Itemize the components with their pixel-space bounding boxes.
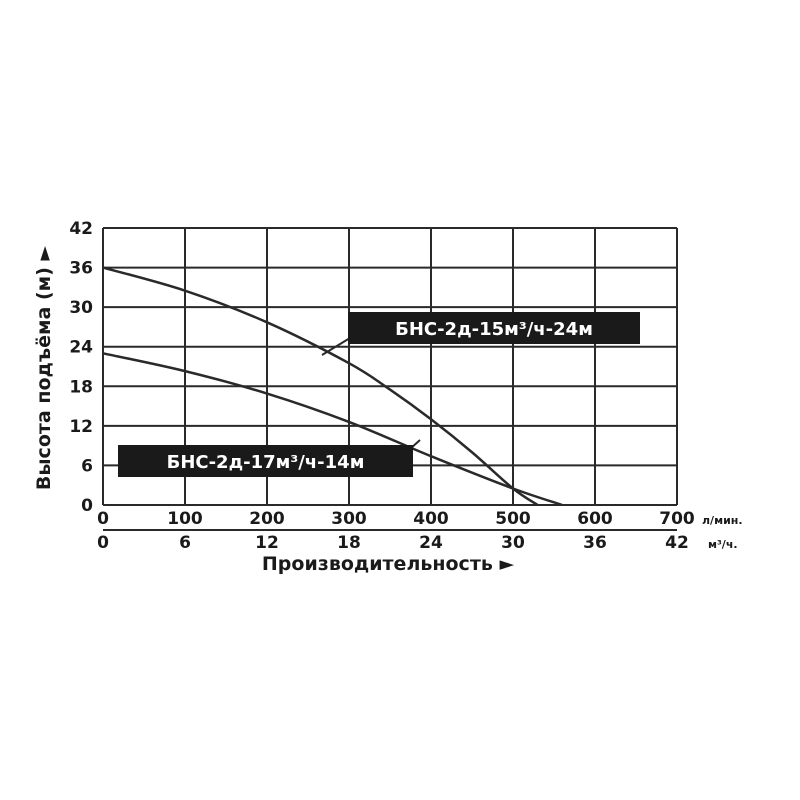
- y-tick-label: 30: [69, 298, 93, 318]
- x-tick-label-secondary: 12: [255, 533, 279, 553]
- x-unit-secondary: м³/ч.: [708, 538, 738, 551]
- y-tick-label: 18: [69, 377, 93, 397]
- x-tick-label-secondary: 18: [337, 533, 361, 553]
- series-line-2: [102, 352, 563, 507]
- callout-box-2: [118, 445, 413, 477]
- y-tick-labels: 0 6 12 18 24 30 36 42: [69, 219, 93, 516]
- callout-leader-1: [321, 337, 351, 356]
- series-label-2: БНС-2д-17м³/ч-14м: [167, 452, 365, 473]
- x-tick-label: 700: [659, 509, 695, 529]
- x-tick-label-secondary: 0: [97, 533, 109, 553]
- x-tick-label-secondary: 30: [501, 533, 525, 553]
- y-tick-label: 42: [69, 219, 93, 239]
- x-unit-primary: л/мин.: [702, 514, 743, 527]
- x-tick-labels-primary: 0 100 200 300 400 500 600 700: [97, 509, 695, 529]
- x-tick-label-secondary: 6: [179, 533, 191, 553]
- x-tick-label: 200: [249, 509, 285, 529]
- y-tick-label: 24: [69, 338, 93, 358]
- x-axis-title: Производительность ►: [262, 553, 515, 575]
- y-tick-label: 6: [81, 456, 93, 476]
- chart-curves: [102, 266, 563, 507]
- series-line-1: [102, 266, 539, 507]
- chart-grid: [102, 227, 678, 531]
- x-tick-labels-secondary: 0 6 12 18 24 30 36 42: [97, 533, 689, 553]
- x-tick-label-secondary: 42: [665, 533, 689, 553]
- y-tick-label: 12: [69, 417, 93, 437]
- x-tick-label: 500: [495, 509, 531, 529]
- callout-box-1: [348, 312, 640, 344]
- x-tick-label: 400: [413, 509, 449, 529]
- x-tick-label: 600: [577, 509, 613, 529]
- series-callouts: БНС-2д-15м³/ч-24м БНС-2д-17м³/ч-14м: [118, 312, 640, 477]
- series-label-1: БНС-2д-15м³/ч-24м: [395, 319, 593, 340]
- y-tick-label: 36: [69, 259, 93, 279]
- x-tick-label-secondary: 24: [419, 533, 443, 553]
- x-tick-label: 0: [97, 509, 109, 529]
- y-axis-title: Высота подъёма (м) ►: [33, 246, 55, 491]
- y-tick-label: 0: [81, 496, 93, 516]
- x-tick-label-secondary: 36: [583, 533, 607, 553]
- x-tick-label: 300: [331, 509, 367, 529]
- x-tick-label: 100: [167, 509, 203, 529]
